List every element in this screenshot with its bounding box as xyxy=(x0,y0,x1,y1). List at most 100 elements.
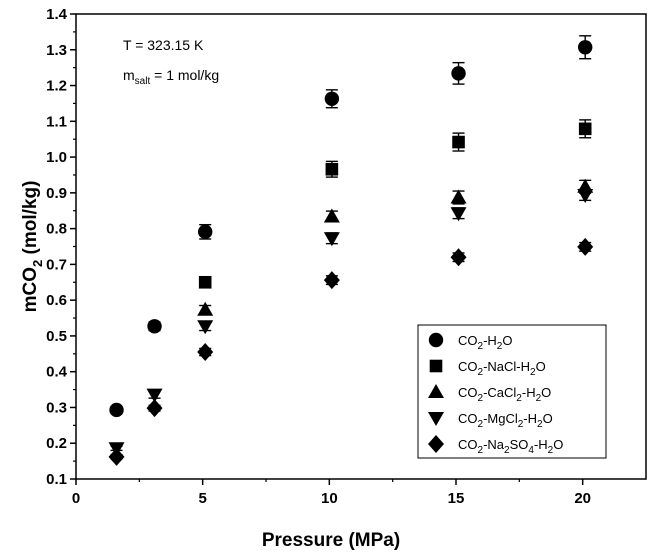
y-axis: 0.1 0.2 0.3 0.4 0.5 0.6 0.7 0.8 0.9 1.0 1.1 1.2 1.3 1… xyxy=(46,6,76,488)
marker-circle xyxy=(324,91,340,106)
legend-label-subscript: 2 xyxy=(478,419,484,430)
legend-label-subscript: 4 xyxy=(528,445,534,456)
data-point xyxy=(451,61,466,85)
x-tick-label: 0 xyxy=(72,490,80,507)
legend-label-subscript: 2 xyxy=(478,393,484,404)
legend-label-subscript: 2 xyxy=(537,419,543,430)
legend-label: CO2-Na2SO4-H2O xyxy=(458,437,563,456)
annotation-temperature: T = 323.15 K xyxy=(123,37,204,53)
annotation-salt-sub: salt xyxy=(135,76,151,87)
data-point xyxy=(450,189,467,205)
y-axis-title-tail: (mol/kg) xyxy=(20,181,41,260)
legend-label-subscript: 2 xyxy=(530,367,536,378)
series-diamond xyxy=(108,237,594,466)
legend-label-subscript: 2 xyxy=(518,419,524,430)
series-square xyxy=(198,119,592,289)
marker-square xyxy=(452,135,465,149)
legend-label-part: O xyxy=(553,437,563,452)
data-point xyxy=(197,320,214,335)
data-point xyxy=(450,207,467,222)
legend-label: CO2-MgCl2-H2O xyxy=(458,411,553,430)
marker-square xyxy=(198,275,212,289)
data-point xyxy=(324,89,340,109)
legend-label-subscript: 2 xyxy=(536,393,542,404)
marker-diamond xyxy=(108,447,125,466)
y-axis-title-main: mCO xyxy=(20,267,41,312)
legend-label-part: O xyxy=(541,385,551,400)
y-tick-label: 1.1 xyxy=(46,113,67,130)
legend-label-subscript: 2 xyxy=(478,367,484,378)
marker-diamond xyxy=(450,248,467,267)
data-point xyxy=(108,447,125,466)
legend-label-subscript: 2 xyxy=(478,341,484,352)
legend-label-part: -H xyxy=(522,385,536,400)
data-point xyxy=(450,248,467,267)
marker-circle xyxy=(451,66,466,81)
data-point xyxy=(198,223,213,240)
legend-item: CO2-NaCl-H2O xyxy=(429,359,546,378)
legend-label-part: -H xyxy=(523,411,537,426)
x-tick-label: 5 xyxy=(198,490,206,507)
legend-label-part: CO xyxy=(458,359,478,374)
legend-marker-circle xyxy=(428,332,444,348)
legend-label-part: -MgCl xyxy=(483,411,518,426)
legend-label-part: -NaCl-H xyxy=(483,359,530,374)
data-point xyxy=(578,35,593,60)
legend-label-part: CO xyxy=(458,333,478,348)
marker-square xyxy=(325,162,339,176)
legend-label-part: CO xyxy=(458,437,478,452)
legend-label: CO2-CaCl2-H2O xyxy=(458,385,551,404)
legend-label-part: SO xyxy=(510,437,529,452)
legend-label-subscript: 2 xyxy=(548,445,554,456)
annotation-salt-tail: = 1 mol/kg xyxy=(150,67,219,83)
legend-marker-triangle-down xyxy=(428,412,444,426)
y-tick-label: 0.5 xyxy=(46,328,67,345)
legend-item: CO2-Na2SO4-H2O xyxy=(428,435,563,456)
legend-label-part: -CaCl xyxy=(483,385,516,400)
marker-circle xyxy=(198,224,213,240)
marker-triangle-down xyxy=(577,188,594,203)
marker-triangle-down xyxy=(323,232,340,247)
data-point xyxy=(146,388,163,403)
data-point xyxy=(452,132,465,152)
legend-label-part: O xyxy=(543,411,553,426)
y-tick-label: 0.3 xyxy=(46,399,67,416)
y-tick-label: 0.1 xyxy=(46,471,67,488)
data-point xyxy=(577,188,594,203)
marker-circle xyxy=(147,319,162,334)
legend-marker-diamond xyxy=(428,435,444,453)
legend-label-part: -H xyxy=(534,437,548,452)
marker-diamond xyxy=(323,271,340,290)
legend-item: CO2-MgCl2-H2O xyxy=(428,411,553,430)
legend-label-subscript: 2 xyxy=(516,393,522,404)
y-tick-label: 1.4 xyxy=(46,6,68,23)
marker-circle xyxy=(109,402,124,418)
marker-triangle-up xyxy=(197,301,214,316)
data-point xyxy=(323,208,340,223)
legend-marker-square xyxy=(429,359,443,373)
legend-label-subscript: 2 xyxy=(504,445,510,456)
y-tick-label: 1.0 xyxy=(46,149,67,166)
legend-label-part: O xyxy=(536,359,546,374)
data-point xyxy=(197,301,214,316)
y-tick-label: 1.3 xyxy=(46,42,67,59)
y-tick-label: 0.6 xyxy=(46,292,67,309)
annotation-salt-m: m xyxy=(123,67,135,83)
y-axis-title: mCO2 (mol/kg) xyxy=(20,181,45,313)
data-point xyxy=(109,402,124,418)
data-point xyxy=(147,319,162,334)
marker-triangle-up xyxy=(323,208,340,223)
data-point xyxy=(577,237,594,256)
y-tick-label: 0.9 xyxy=(46,185,67,202)
legend-label-part: CO xyxy=(458,385,478,400)
legend-item: CO2-CaCl2-H2O xyxy=(428,384,551,404)
data-point xyxy=(323,232,340,247)
y-tick-label: 0.4 xyxy=(46,364,68,381)
marker-triangle-down xyxy=(146,388,163,403)
marker-triangle-down xyxy=(450,207,467,222)
legend-label-subscript: 2 xyxy=(497,341,503,352)
x-axis-title: Pressure (MPa) xyxy=(262,530,400,551)
marker-triangle-down xyxy=(197,320,214,335)
marker-diamond xyxy=(197,343,214,362)
